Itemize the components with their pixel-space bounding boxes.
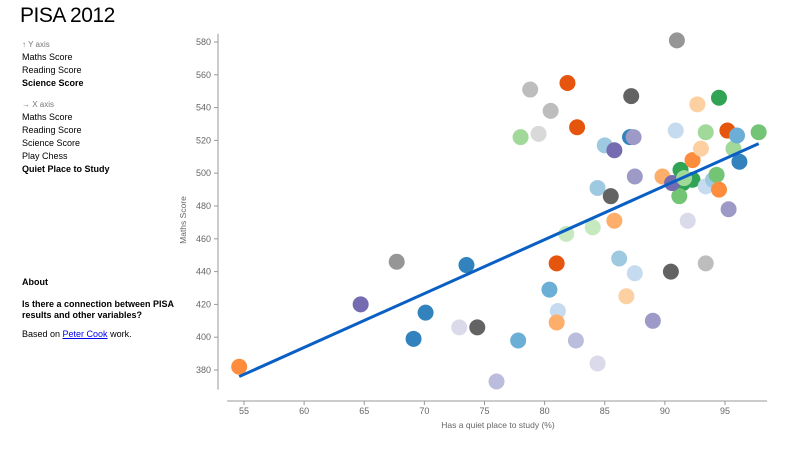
y-tick-label: 500 xyxy=(196,168,211,178)
y-tick-label: 380 xyxy=(196,365,211,375)
data-point[interactable] xyxy=(689,96,706,113)
data-point[interactable] xyxy=(729,127,746,144)
data-point[interactable] xyxy=(708,166,725,183)
data-point[interactable] xyxy=(589,355,606,372)
x-axis-header: → X axis xyxy=(22,100,55,109)
data-point[interactable] xyxy=(671,188,688,205)
y-option-maths[interactable]: Maths Score xyxy=(22,52,73,62)
data-point[interactable] xyxy=(541,281,558,298)
page-title: PISA 2012 xyxy=(20,4,115,27)
data-point[interactable] xyxy=(530,125,547,142)
data-point[interactable] xyxy=(352,296,369,313)
data-point[interactable] xyxy=(684,152,701,169)
data-point[interactable] xyxy=(644,312,661,329)
data-point[interactable] xyxy=(626,265,643,282)
x-option-chess[interactable]: Play Chess xyxy=(22,151,68,161)
data-point[interactable] xyxy=(625,129,642,146)
data-point[interactable] xyxy=(558,225,575,242)
y-tick-label: 420 xyxy=(196,299,211,309)
data-point[interactable] xyxy=(611,250,628,267)
x-tick-label: 60 xyxy=(299,406,309,416)
about-question: Is there a connection between PISA resul… xyxy=(22,299,174,320)
y-axis-menu: ↑ Y axis Maths Score Reading Score Scien… xyxy=(22,38,84,90)
data-point[interactable] xyxy=(692,140,709,157)
data-point[interactable] xyxy=(548,314,565,331)
x-axis-menu: → X axis Maths Score Reading Score Scien… xyxy=(22,98,110,176)
y-tick-label: 520 xyxy=(196,135,211,145)
x-option-quiet-place[interactable]: Quiet Place to Study xyxy=(22,164,110,174)
peter-cook-link[interactable]: Peter Cook xyxy=(62,329,108,339)
data-point[interactable] xyxy=(559,75,576,91)
y-option-science[interactable]: Science Score xyxy=(22,78,84,88)
data-point[interactable] xyxy=(606,142,623,159)
data-point[interactable] xyxy=(405,330,422,347)
x-axis-label: Has a quiet place to study (%) xyxy=(441,420,555,430)
x-tick-label: 80 xyxy=(540,406,550,416)
y-tick-label: 440 xyxy=(196,267,211,277)
data-point[interactable] xyxy=(710,89,727,106)
data-point[interactable] xyxy=(542,102,559,119)
data-point[interactable] xyxy=(589,179,606,196)
data-point[interactable] xyxy=(720,201,737,218)
regression-line xyxy=(238,142,760,378)
data-point[interactable] xyxy=(584,219,601,236)
data-point[interactable] xyxy=(602,188,619,205)
data-point[interactable] xyxy=(469,319,486,336)
data-point[interactable] xyxy=(417,304,434,321)
x-option-maths[interactable]: Maths Score xyxy=(22,112,73,122)
data-point[interactable] xyxy=(606,212,623,229)
data-point[interactable] xyxy=(697,255,714,272)
x-tick-label: 65 xyxy=(359,406,369,416)
x-tick-label: 90 xyxy=(660,406,670,416)
credit-suffix: work. xyxy=(107,329,132,339)
y-axis-label: Maths Score xyxy=(178,196,188,244)
data-point[interactable] xyxy=(488,373,505,390)
data-point[interactable] xyxy=(512,129,529,146)
y-tick-label: 400 xyxy=(196,332,211,342)
about-section: About Is there a connection between PISA… xyxy=(22,277,192,340)
x-option-science[interactable]: Science Score xyxy=(22,138,81,148)
data-point[interactable] xyxy=(667,122,684,139)
y-tick-label: 480 xyxy=(196,201,211,211)
credit-prefix: Based on xyxy=(22,329,63,339)
data-point[interactable] xyxy=(388,253,405,270)
data-point[interactable] xyxy=(697,124,714,141)
x-tick-label: 95 xyxy=(720,406,730,416)
data-point[interactable] xyxy=(662,263,679,280)
y-tick-label: 580 xyxy=(196,37,211,47)
data-point[interactable] xyxy=(623,88,640,105)
data-point[interactable] xyxy=(626,168,643,185)
x-tick-label: 70 xyxy=(419,406,429,416)
data-point[interactable] xyxy=(731,153,748,170)
data-point[interactable] xyxy=(548,255,565,272)
data-point[interactable] xyxy=(569,119,586,136)
y-tick-label: 560 xyxy=(196,70,211,80)
x-tick-label: 55 xyxy=(239,406,249,416)
y-tick-label: 540 xyxy=(196,103,211,113)
data-point[interactable] xyxy=(458,257,475,274)
x-tick-label: 75 xyxy=(479,406,489,416)
y-axis-header: ↑ Y axis xyxy=(22,40,50,49)
data-point[interactable] xyxy=(451,319,468,336)
data-point[interactable] xyxy=(668,32,685,49)
data-point[interactable] xyxy=(750,124,767,141)
data-point[interactable] xyxy=(522,81,539,98)
data-point[interactable] xyxy=(231,358,248,375)
data-point[interactable] xyxy=(567,332,584,349)
x-option-reading[interactable]: Reading Score xyxy=(22,125,82,135)
data-point[interactable] xyxy=(510,332,527,349)
about-credit: Based on Peter Cook work. xyxy=(22,329,192,340)
data-point[interactable] xyxy=(679,212,696,229)
data-point[interactable] xyxy=(618,288,635,305)
data-point[interactable] xyxy=(710,181,727,198)
y-option-reading[interactable]: Reading Score xyxy=(22,65,82,75)
about-heading: About xyxy=(22,277,48,287)
y-tick-label: 460 xyxy=(196,234,211,244)
x-tick-label: 85 xyxy=(600,406,610,416)
